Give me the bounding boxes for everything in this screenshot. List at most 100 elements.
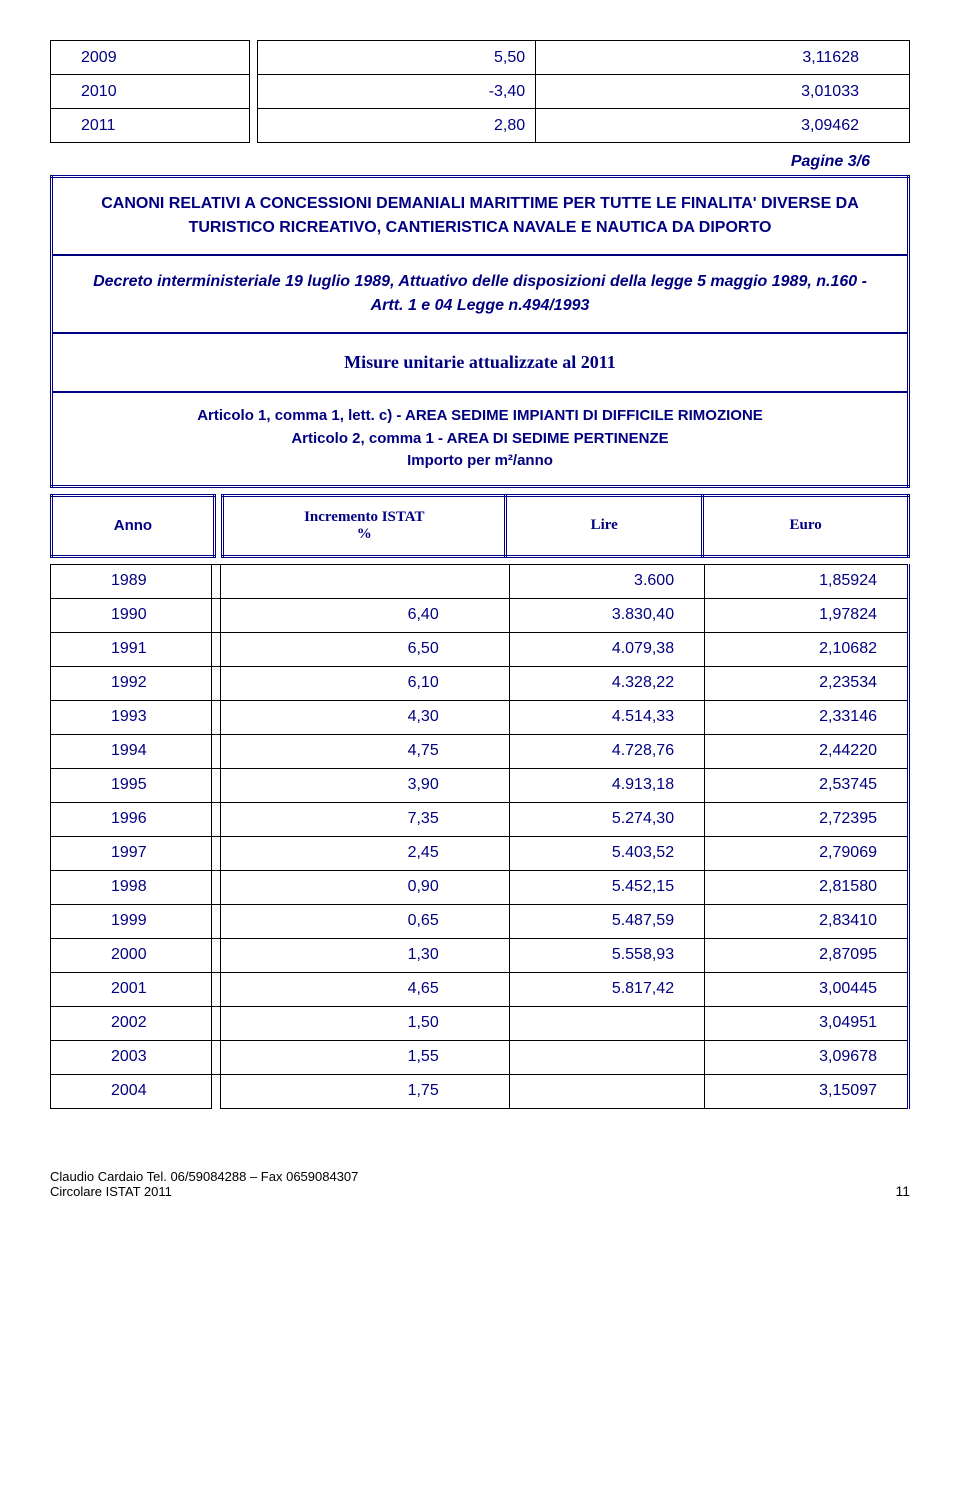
measure-heading: Misure unitarie attualizzate al 2011 xyxy=(53,334,907,391)
footer-contact: Claudio Cardaio Tel. 06/59084288 – Fax 0… xyxy=(50,1169,358,1184)
cell-year: 1989 xyxy=(51,564,212,598)
cell-euro: 3,04951 xyxy=(705,1006,909,1040)
table-row: 20014,655.817,423,00445 xyxy=(51,972,909,1006)
header-euro: Euro xyxy=(703,495,909,556)
footer-circolare: Circolare ISTAT 2011 xyxy=(50,1184,358,1199)
cell-euro: 2,44220 xyxy=(705,734,909,768)
article-text: Articolo 1, comma 1, lett. c) - AREA SED… xyxy=(53,391,907,485)
cell-incremento: 4,30 xyxy=(220,700,509,734)
table-row: 19916,504.079,382,10682 xyxy=(51,632,909,666)
cell-lire: 5.274,30 xyxy=(509,802,704,836)
cell-incremento: 6,50 xyxy=(220,632,509,666)
cell-lire: 5.452,15 xyxy=(509,870,704,904)
data-table: 19893.6001,8592419906,403.830,401,978241… xyxy=(50,564,910,1109)
table-row: 19926,104.328,222,23534 xyxy=(51,666,909,700)
cell-year: 1990 xyxy=(51,598,212,632)
cell-year: 1991 xyxy=(51,632,212,666)
main-header-box: CANONI RELATIVI A CONCESSIONI DEMANIALI … xyxy=(50,175,910,488)
cell-year: 1992 xyxy=(51,666,212,700)
cell-incremento: 4,75 xyxy=(220,734,509,768)
column-headers: Anno Incremento ISTAT% Lire Euro xyxy=(50,494,910,558)
table-row: 20031,55 3,09678 xyxy=(51,1040,909,1074)
cell-incremento: 4,65 xyxy=(220,972,509,1006)
cell-year: 2003 xyxy=(51,1040,212,1074)
table-row: 19953,904.913,182,53745 xyxy=(51,768,909,802)
cell-euro: 2,81580 xyxy=(705,870,909,904)
header-lire: Lire xyxy=(506,495,703,556)
cell-lire xyxy=(509,1006,704,1040)
cell-euro: 2,87095 xyxy=(705,938,909,972)
cell-lire: 3.600 xyxy=(509,564,704,598)
cell-year: 1999 xyxy=(51,904,212,938)
page-indicator: Pagine 3/6 xyxy=(50,153,870,171)
cell-incremento: 1,55 xyxy=(220,1040,509,1074)
cell-value: 3,09462 xyxy=(536,109,910,143)
cell-incremento: 1,30 xyxy=(220,938,509,972)
cell-incremento: 6,10 xyxy=(220,666,509,700)
table-row: 19980,905.452,152,81580 xyxy=(51,870,909,904)
cell-incremento xyxy=(220,564,509,598)
decree-text: Decreto interministeriale 19 luglio 1989… xyxy=(52,255,909,333)
table-row: 19967,355.274,302,72395 xyxy=(51,802,909,836)
cell-lire xyxy=(509,1074,704,1108)
cell-euro: 3,09678 xyxy=(705,1040,909,1074)
cell-euro: 1,85924 xyxy=(705,564,909,598)
cell-year: 1998 xyxy=(51,870,212,904)
cell-euro: 3,15097 xyxy=(705,1074,909,1108)
cell-year: 2002 xyxy=(51,1006,212,1040)
cell-euro: 2,33146 xyxy=(705,700,909,734)
title-text: CANONI RELATIVI A CONCESSIONI DEMANIALI … xyxy=(52,177,909,256)
cell-lire: 4.328,22 xyxy=(509,666,704,700)
cell-lire: 4.514,33 xyxy=(509,700,704,734)
cell-incremento: 1,50 xyxy=(220,1006,509,1040)
table-row: 20041,75 3,15097 xyxy=(51,1074,909,1108)
cell-incremento: 2,45 xyxy=(220,836,509,870)
cell-incremento: 5,50 xyxy=(257,41,535,75)
cell-euro: 2,53745 xyxy=(705,768,909,802)
cell-year: 2011 xyxy=(51,109,250,143)
top-continuation-table: 20095,503,116282010-3,403,0103320112,803… xyxy=(50,40,910,143)
cell-year: 2009 xyxy=(51,41,250,75)
cell-lire: 4.913,18 xyxy=(509,768,704,802)
table-row: 20112,803,09462 xyxy=(51,109,910,143)
cell-euro: 2,79069 xyxy=(705,836,909,870)
table-row: 19934,304.514,332,33146 xyxy=(51,700,909,734)
cell-lire: 5.558,93 xyxy=(509,938,704,972)
cell-incremento: 7,35 xyxy=(220,802,509,836)
cell-euro: 2,83410 xyxy=(705,904,909,938)
cell-incremento: 1,75 xyxy=(220,1074,509,1108)
cell-lire: 4.079,38 xyxy=(509,632,704,666)
header-anno: Anno xyxy=(52,495,215,556)
cell-year: 1997 xyxy=(51,836,212,870)
table-row: 19906,403.830,401,97824 xyxy=(51,598,909,632)
cell-year: 1995 xyxy=(51,768,212,802)
cell-year: 1994 xyxy=(51,734,212,768)
cell-year: 2000 xyxy=(51,938,212,972)
cell-year: 1996 xyxy=(51,802,212,836)
cell-lire: 3.830,40 xyxy=(509,598,704,632)
cell-value: 3,11628 xyxy=(536,41,910,75)
cell-incremento: -3,40 xyxy=(257,75,535,109)
cell-euro: 2,23534 xyxy=(705,666,909,700)
cell-year: 1993 xyxy=(51,700,212,734)
page-footer: Claudio Cardaio Tel. 06/59084288 – Fax 0… xyxy=(50,1169,910,1199)
cell-euro: 1,97824 xyxy=(705,598,909,632)
table-row: 1989 3.6001,85924 xyxy=(51,564,909,598)
cell-euro: 2,72395 xyxy=(705,802,909,836)
table-row: 19990,655.487,592,83410 xyxy=(51,904,909,938)
cell-lire: 4.728,76 xyxy=(509,734,704,768)
cell-year: 2004 xyxy=(51,1074,212,1108)
table-row: 2010-3,403,01033 xyxy=(51,75,910,109)
cell-euro: 2,10682 xyxy=(705,632,909,666)
footer-page-number: 11 xyxy=(895,1183,910,1199)
cell-incremento: 0,65 xyxy=(220,904,509,938)
table-row: 20001,305.558,932,87095 xyxy=(51,938,909,972)
cell-incremento: 0,90 xyxy=(220,870,509,904)
cell-lire: 5.817,42 xyxy=(509,972,704,1006)
cell-lire: 5.403,52 xyxy=(509,836,704,870)
table-row: 19944,754.728,762,44220 xyxy=(51,734,909,768)
cell-year: 2001 xyxy=(51,972,212,1006)
table-row: 20095,503,11628 xyxy=(51,41,910,75)
table-row: 19972,455.403,522,79069 xyxy=(51,836,909,870)
cell-year: 2010 xyxy=(51,75,250,109)
